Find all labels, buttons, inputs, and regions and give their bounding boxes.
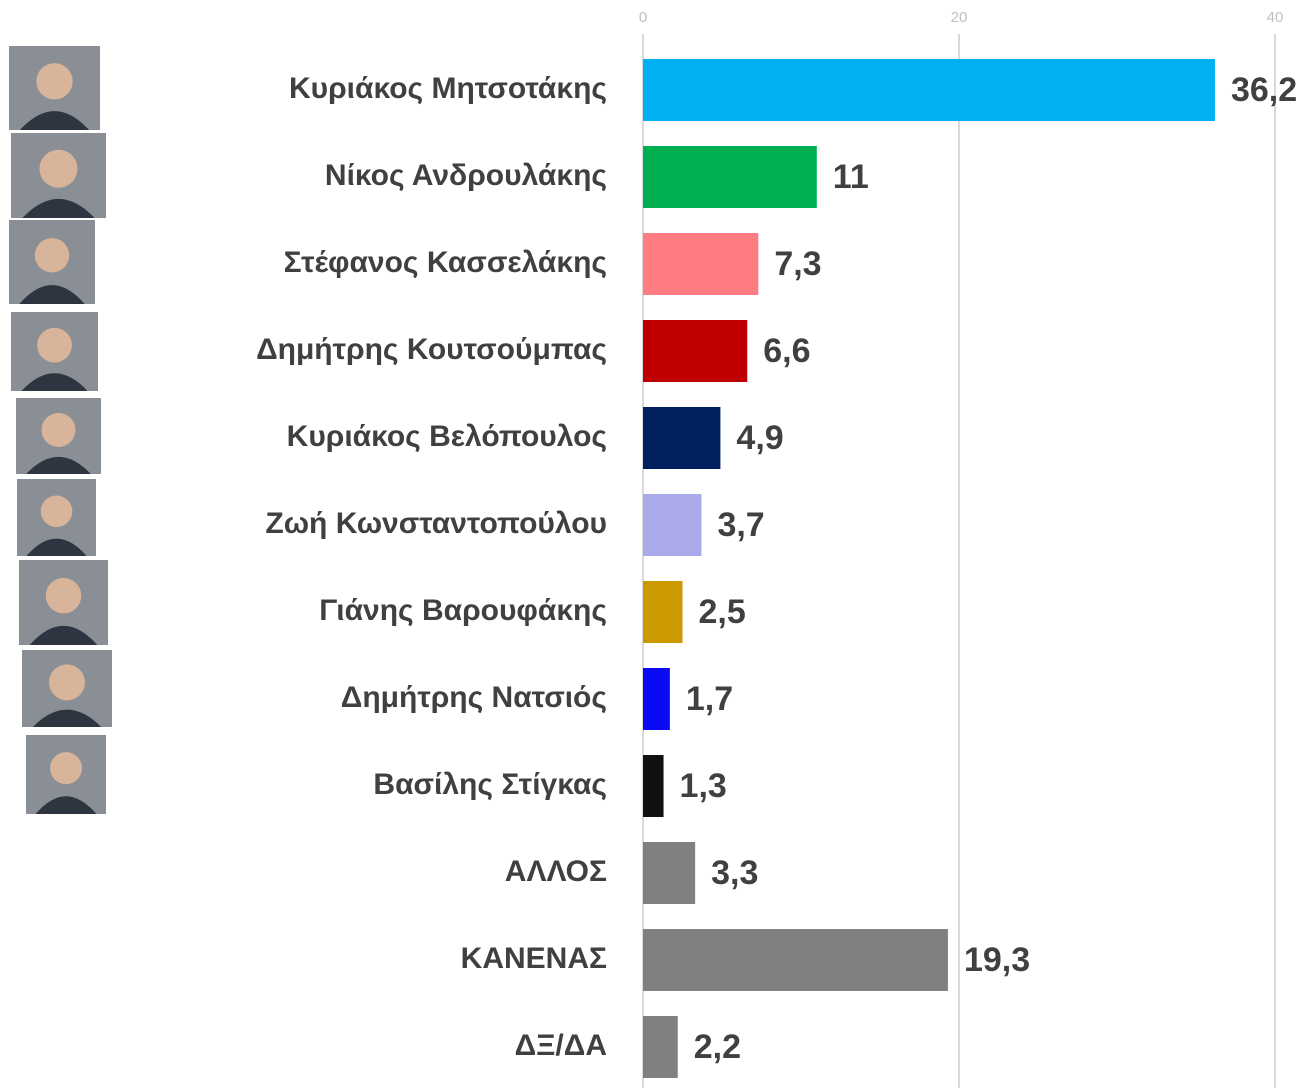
bar xyxy=(643,668,670,730)
value-label: 7,3 xyxy=(774,245,821,283)
portrait-body xyxy=(35,796,97,814)
portrait-body xyxy=(19,111,90,130)
category-label: Κυριάκος Βελόπουλος xyxy=(287,420,607,453)
portrait-head xyxy=(34,238,70,273)
value-label: 3,3 xyxy=(711,854,758,892)
bar xyxy=(643,755,664,817)
bar xyxy=(643,842,696,904)
bar xyxy=(643,1016,678,1078)
category-label: Ζωή Κωνσταντοπούλου xyxy=(265,507,607,540)
value-label: 6,6 xyxy=(763,332,810,370)
value-label: 1,7 xyxy=(686,680,733,718)
portrait-body xyxy=(26,538,87,556)
category-label: Κυριάκος Μητσοτάκης xyxy=(289,72,607,105)
portrait-body xyxy=(21,373,88,391)
value-label: 2,2 xyxy=(694,1028,741,1066)
category-label: Στέφανος Κασσελάκης xyxy=(284,246,607,279)
category-label: ΔΞ/ΔΑ xyxy=(515,1029,607,1062)
category-label: Νίκος Ανδρουλάκης xyxy=(325,159,607,192)
category-label: ΚΑΝΕΝΑΣ xyxy=(461,942,607,975)
bar xyxy=(643,233,759,295)
portrait-body xyxy=(32,709,102,727)
value-label: 1,3 xyxy=(680,767,727,805)
portrait-head xyxy=(39,149,78,188)
bar xyxy=(643,494,702,556)
bar xyxy=(643,59,1215,121)
x-tick-label: 0 xyxy=(639,9,647,26)
category-label: Γιάνης Βαρουφάκης xyxy=(319,594,607,627)
portrait-head xyxy=(49,664,85,701)
portrait-head xyxy=(37,327,72,363)
portrait-head xyxy=(40,495,73,528)
portrait-body xyxy=(19,285,85,304)
value-label: 2,5 xyxy=(699,593,746,631)
value-label: 3,7 xyxy=(717,506,764,544)
category-label: ΑΛΛΟΣ xyxy=(505,855,607,888)
x-tick-label: 40 xyxy=(1267,9,1284,26)
portrait-body xyxy=(29,625,98,645)
category-label: Βασίλης Στίγκας xyxy=(373,768,607,801)
bar xyxy=(643,929,948,991)
value-label: 4,9 xyxy=(736,419,783,457)
portrait-head xyxy=(36,63,73,100)
bar xyxy=(643,146,817,208)
bar xyxy=(643,407,721,469)
value-label: 11 xyxy=(833,158,869,196)
x-tick-label: 20 xyxy=(951,9,968,26)
portrait-body xyxy=(26,456,91,474)
portrait-head xyxy=(41,412,76,447)
bar xyxy=(643,581,683,643)
value-label: 36,2 xyxy=(1231,71,1297,109)
category-label: Δημήτρης Κουτσούμπας xyxy=(256,333,607,366)
category-label: Δημήτρης Νατσιός xyxy=(341,681,607,714)
portrait-head xyxy=(50,752,82,785)
portrait-head xyxy=(45,577,82,614)
portrait-body xyxy=(22,198,95,218)
value-label: 19,3 xyxy=(964,941,1030,979)
bar xyxy=(643,320,748,382)
